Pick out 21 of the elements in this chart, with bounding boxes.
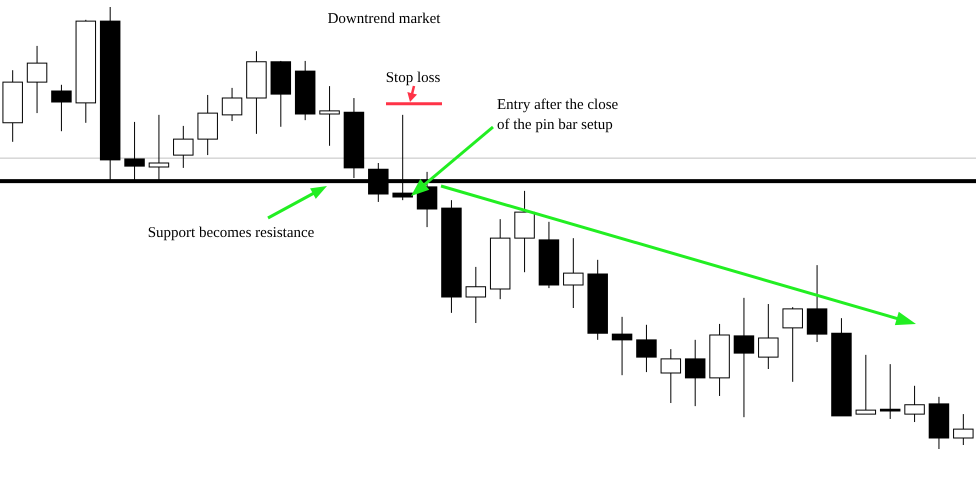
annotation: Support becomes resistance xyxy=(148,225,315,241)
candlestick xyxy=(758,304,779,370)
candlestick xyxy=(26,45,48,114)
chart-title: Downtrend market xyxy=(328,11,442,27)
candlestick xyxy=(880,364,900,420)
ref-line-label: Stop loss xyxy=(386,70,440,86)
candlestick xyxy=(660,348,682,404)
candlestick xyxy=(612,316,632,376)
candlestick xyxy=(734,297,754,418)
candlestick xyxy=(563,238,584,308)
annotation: Entry after the close of the pin bar setup xyxy=(497,97,619,133)
candlestick xyxy=(636,324,657,373)
candlestick xyxy=(51,84,72,132)
candlestick xyxy=(904,385,925,423)
candlestick xyxy=(173,125,194,168)
candlestick xyxy=(856,354,876,415)
candlestick xyxy=(319,86,340,146)
candlestick xyxy=(222,87,242,122)
candlestick xyxy=(782,306,803,382)
candlestick xyxy=(466,266,486,324)
candlestick xyxy=(684,339,706,407)
